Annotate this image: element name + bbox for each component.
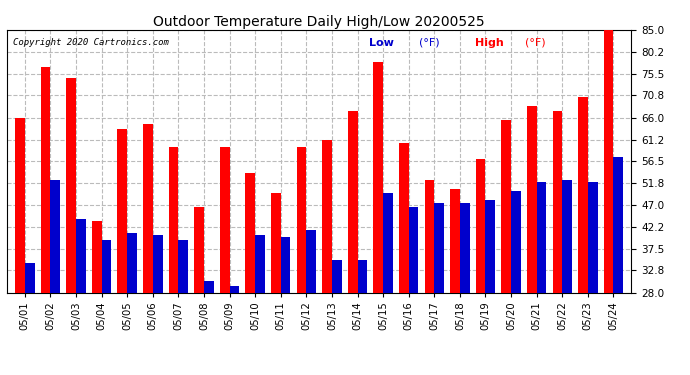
- Bar: [117, 129, 127, 292]
- Bar: [66, 78, 76, 292]
- Text: (°F): (°F): [419, 38, 440, 48]
- Bar: [195, 207, 204, 292]
- Bar: [604, 30, 613, 292]
- Bar: [281, 237, 290, 292]
- Bar: [383, 194, 393, 292]
- Bar: [255, 235, 265, 292]
- Bar: [143, 124, 152, 292]
- Bar: [511, 191, 521, 292]
- Bar: [220, 147, 230, 292]
- Bar: [613, 157, 623, 292]
- Bar: [168, 147, 179, 292]
- Bar: [271, 194, 281, 292]
- Bar: [50, 180, 60, 292]
- Text: (°F): (°F): [525, 38, 546, 48]
- Bar: [246, 173, 255, 292]
- Bar: [92, 221, 101, 292]
- Bar: [101, 240, 111, 292]
- Bar: [434, 203, 444, 292]
- Bar: [204, 281, 214, 292]
- Bar: [562, 180, 572, 292]
- Bar: [475, 159, 486, 292]
- Bar: [297, 147, 306, 292]
- Bar: [332, 260, 342, 292]
- Text: Low: Low: [369, 38, 394, 48]
- Title: Outdoor Temperature Daily High/Low 20200525: Outdoor Temperature Daily High/Low 20200…: [153, 15, 485, 29]
- Text: Copyright 2020 Cartronics.com: Copyright 2020 Cartronics.com: [13, 38, 169, 47]
- Bar: [450, 189, 460, 292]
- Bar: [588, 182, 598, 292]
- Bar: [41, 67, 50, 292]
- Bar: [408, 207, 418, 292]
- Bar: [127, 232, 137, 292]
- Bar: [322, 140, 332, 292]
- Bar: [424, 180, 434, 292]
- Bar: [306, 230, 316, 292]
- Bar: [502, 120, 511, 292]
- Bar: [527, 106, 537, 292]
- Bar: [152, 235, 163, 292]
- Text: High: High: [475, 38, 504, 48]
- Bar: [15, 117, 25, 292]
- Bar: [373, 62, 383, 292]
- Bar: [179, 240, 188, 292]
- Bar: [486, 200, 495, 292]
- Bar: [460, 203, 470, 292]
- Bar: [357, 260, 367, 292]
- Bar: [399, 143, 408, 292]
- Bar: [578, 97, 588, 292]
- Bar: [230, 286, 239, 292]
- Bar: [348, 111, 357, 292]
- Bar: [25, 262, 34, 292]
- Bar: [76, 219, 86, 292]
- Bar: [553, 111, 562, 292]
- Bar: [537, 182, 546, 292]
